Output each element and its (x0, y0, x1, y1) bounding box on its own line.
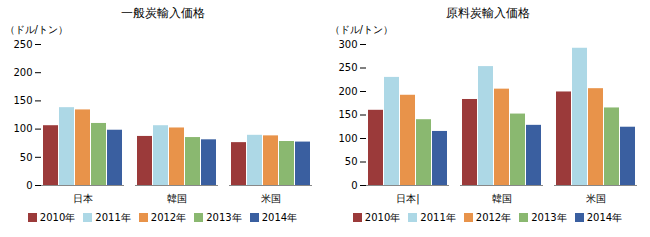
html-text:2014年: 2014年 (586, 212, 623, 223)
svg-text:50: 50 (345, 156, 358, 167)
svg-text:韓国: 韓国 (492, 193, 512, 204)
html-text:2010年: 2010年 (364, 212, 401, 223)
html-text:一般炭輸入価格: 一般炭輸入価格 (120, 6, 205, 20)
svg-text:300: 300 (338, 39, 357, 50)
html-text:2012年: 2012年 (150, 212, 187, 223)
html-text:2013年: 2013年 (531, 212, 567, 223)
svg-text:（ドル/トン）: （ドル/トン） (330, 24, 393, 35)
svg-text:200: 200 (13, 67, 32, 78)
svg-text:0: 0 (26, 180, 32, 191)
html-text:原料炭輸入価格: 原料炭輸入価格 (445, 6, 530, 20)
html-text:2012年: 2012年 (475, 212, 512, 223)
svg-text:米国: 米国 (586, 193, 606, 204)
html-text:2011年: 2011年 (420, 212, 456, 223)
svg-text:100: 100 (338, 133, 357, 144)
svg-text:200: 200 (338, 86, 357, 97)
svg-text:150: 150 (338, 109, 357, 120)
svg-text:（ドル/トン）: （ドル/トン） (5, 24, 68, 35)
svg-text:日本: 日本 (73, 193, 93, 204)
svg-text:100: 100 (13, 123, 32, 134)
svg-text:日本|: 日本| (396, 193, 419, 205)
svg-text:250: 250 (338, 62, 357, 73)
html-text:2010年: 2010年 (39, 212, 76, 223)
svg-text:150: 150 (13, 95, 32, 106)
svg-text:米国: 米国 (261, 193, 281, 204)
html-text:2011年: 2011年 (95, 212, 131, 223)
html-text:2014年: 2014年 (261, 212, 298, 223)
svg-text:韓国: 韓国 (167, 193, 187, 204)
html-text:2013年: 2013年 (206, 212, 242, 223)
svg-text:0: 0 (351, 180, 357, 191)
svg-text:250: 250 (13, 39, 32, 50)
svg-text:50: 50 (20, 152, 33, 163)
